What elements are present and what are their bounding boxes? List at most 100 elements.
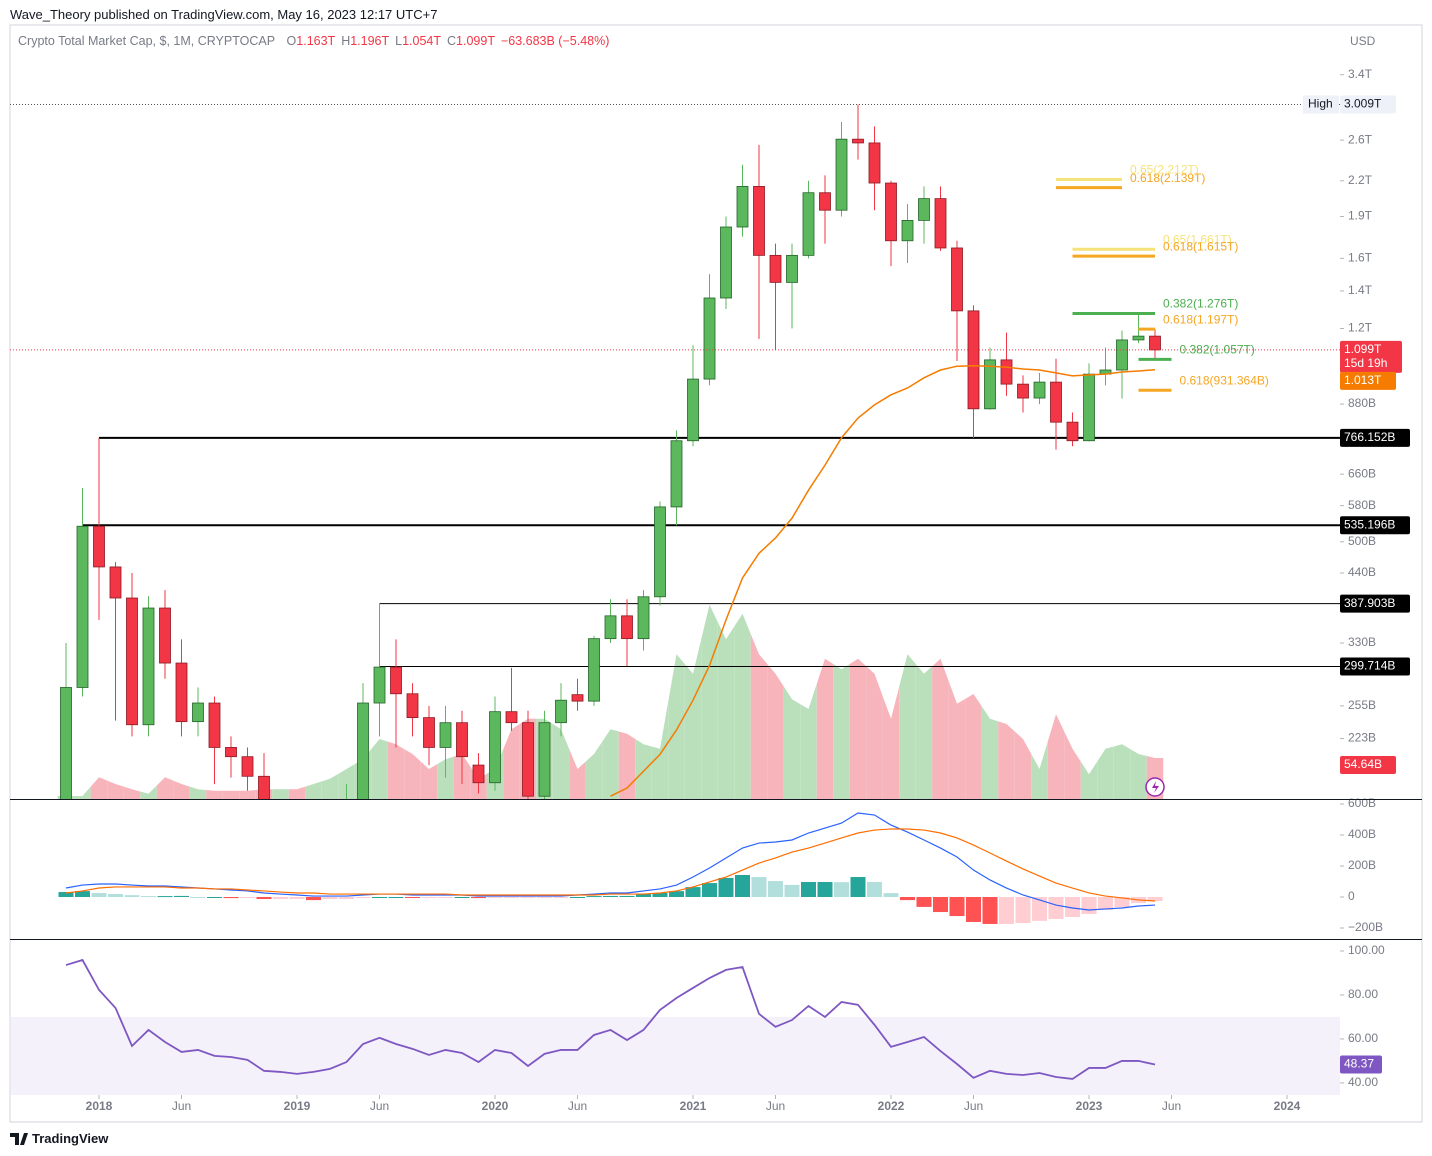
- candle-body: [505, 711, 518, 724]
- candle-body: [1050, 381, 1062, 423]
- footer: TradingView: [32, 1131, 109, 1146]
- histogram-bar: [570, 897, 585, 899]
- histogram-bar: [586, 896, 602, 898]
- histogram-bar: [718, 877, 734, 898]
- volume-area: [1014, 731, 1032, 799]
- histogram-bar: [141, 896, 156, 898]
- x-tick-label: Jun: [172, 1099, 191, 1113]
- y-tick-label: 1.2T: [1348, 321, 1373, 335]
- y-tick-label: 2.2T: [1348, 173, 1373, 187]
- volume-area: [387, 741, 405, 799]
- volume-area: [1047, 714, 1065, 799]
- y-tick-label: 600B: [1348, 796, 1376, 810]
- fib-label: 0.65(2.212T): [1130, 163, 1199, 177]
- x-tick-label: 2020: [482, 1099, 509, 1113]
- volume-area: [701, 604, 718, 799]
- candle-body: [109, 566, 122, 599]
- ma-label-box: [1340, 371, 1396, 390]
- histogram-bar: [520, 897, 536, 899]
- volume-area: [1080, 761, 1098, 799]
- level-label-box: [1340, 657, 1410, 676]
- candle-body: [835, 138, 848, 211]
- level-label: 299.714B: [1344, 659, 1395, 673]
- y-tick-label: 200B: [1348, 858, 1376, 872]
- candle-body: [225, 747, 237, 758]
- candle-body: [423, 717, 435, 748]
- histogram-bar: [58, 892, 74, 898]
- volume-area: [74, 786, 91, 799]
- histogram-bar: [454, 897, 470, 899]
- histogram-bar: [801, 881, 816, 898]
- candle-body: [522, 722, 534, 797]
- candle-body: [241, 756, 254, 777]
- x-tick-label: 2021: [680, 1099, 707, 1113]
- volume-area: [816, 658, 834, 799]
- level-label-box: [1340, 594, 1410, 613]
- signal-line: [65, 828, 1156, 902]
- volume-area: [948, 681, 966, 799]
- candle-body: [373, 666, 386, 704]
- x-tick-label: 2024: [1274, 1099, 1301, 1113]
- histogram-bar: [487, 897, 503, 899]
- y-tick-label: 223B: [1348, 731, 1376, 745]
- histogram-bar: [207, 897, 222, 899]
- candle-body: [654, 506, 666, 598]
- candle-body: [1116, 339, 1128, 371]
- level-label-box: [1340, 428, 1410, 447]
- volume-area: [717, 622, 735, 799]
- fib-label: 0.618(931.364B): [1180, 373, 1269, 387]
- volume-area: [1064, 731, 1081, 799]
- volume-area: [140, 785, 157, 799]
- volume-area: [734, 613, 751, 799]
- histogram-bar: [1147, 897, 1163, 902]
- histogram-bar: [405, 897, 420, 899]
- y-tick-label: 60.00: [1348, 1031, 1378, 1045]
- histogram-bar: [322, 897, 338, 900]
- x-tick-label: Jun: [964, 1099, 983, 1113]
- histogram-bar: [652, 892, 668, 898]
- histogram-bar: [91, 892, 107, 898]
- high-label-box: [1340, 95, 1396, 114]
- volume-area: [767, 664, 784, 799]
- y-tick-label: 1.4T: [1348, 283, 1373, 297]
- histogram-bar: [421, 897, 437, 899]
- histogram-bar: [504, 897, 519, 899]
- volume-area: [899, 654, 916, 799]
- last-price-label: 1.099T: [1344, 342, 1382, 356]
- volume-area: [1113, 744, 1131, 799]
- histogram-bar: [75, 891, 90, 898]
- candle-body: [571, 694, 584, 702]
- candle-body: [852, 138, 864, 144]
- candle-body: [637, 596, 650, 640]
- y-tick-label: 660B: [1348, 466, 1376, 480]
- candle-body: [192, 702, 204, 723]
- histogram-bar: [949, 897, 965, 917]
- unit-label: USD: [1350, 34, 1376, 48]
- volume-area: [552, 724, 570, 799]
- volume-area: [618, 731, 636, 799]
- candle-body: [687, 378, 699, 442]
- candle-body: [819, 192, 831, 211]
- candle-body: [786, 254, 798, 283]
- candle-body: [769, 254, 782, 283]
- histogram-bar: [768, 881, 783, 898]
- y-tick-label: 580B: [1348, 498, 1376, 512]
- publisher: Wave_Theory published on TradingView.com…: [10, 7, 438, 22]
- x-tick-label: Jun: [766, 1099, 785, 1113]
- histogram-bar: [966, 897, 981, 922]
- candle-body: [341, 805, 352, 849]
- y-tick-label: 1.6T: [1348, 251, 1373, 265]
- volume-area: [437, 756, 454, 799]
- histogram-bar: [388, 897, 404, 899]
- volume-area: [915, 664, 933, 799]
- candle-body: [456, 722, 468, 758]
- y-tick-label: 2.6T: [1348, 132, 1373, 146]
- volume-area: [90, 777, 108, 799]
- level-label: 535.196B: [1344, 517, 1395, 531]
- candle-body: [1132, 335, 1145, 341]
- x-tick-label: Jun: [1162, 1099, 1181, 1113]
- candle-body: [621, 615, 633, 640]
- histogram-bar: [883, 893, 899, 898]
- volume-area: [800, 683, 817, 799]
